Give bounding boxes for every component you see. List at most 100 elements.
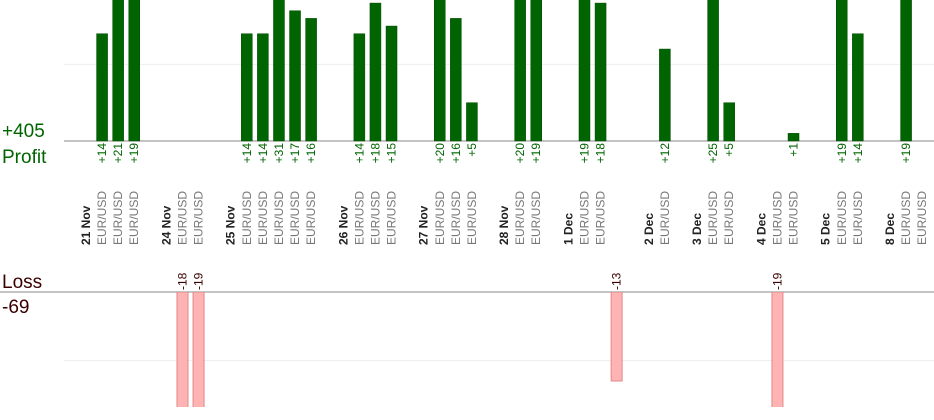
pair-label: EUR/USD [706, 191, 720, 245]
date-label: 25 Nov [224, 205, 238, 245]
profit-bar [369, 2, 382, 142]
pair-label: EUR/USD [95, 191, 109, 245]
pair-label: EUR/USD [851, 191, 865, 245]
loss-bar [176, 292, 189, 407]
profit-bar [257, 33, 269, 142]
pair-label: EUR/USD [594, 191, 608, 245]
pair-label: EUR/USD [192, 191, 206, 245]
value-label: +19 [127, 143, 141, 164]
profit-bar [112, 0, 124, 142]
profit-bar [707, 0, 719, 142]
profit-bar [900, 0, 912, 142]
date-label: 26 Nov [336, 205, 350, 245]
pair-label: EUR/USD [787, 191, 801, 245]
value-label: +19 [835, 143, 849, 164]
pair-label: EUR/USD [352, 191, 366, 245]
pair-label: EUR/USD [722, 191, 736, 245]
pair-label: EUR/USD [111, 191, 125, 245]
value-label: -19 [192, 272, 206, 290]
pair-label: EUR/USD [127, 191, 141, 245]
date-label: 3 Dec [690, 213, 704, 245]
profit-bar [723, 102, 735, 142]
profit-bar [836, 0, 848, 142]
date-label: 4 Dec [754, 213, 768, 245]
pair-label: EUR/USD [465, 191, 479, 245]
value-label: +14 [851, 143, 865, 164]
loss-bar [610, 292, 623, 382]
value-label: +19 [577, 143, 591, 164]
value-label: +20 [513, 143, 527, 164]
date-label: 5 Dec [819, 213, 833, 245]
pair-label: EUR/USD [240, 191, 254, 245]
profit-bar [450, 18, 462, 142]
value-label: -19 [770, 272, 784, 290]
value-label: +20 [433, 143, 447, 164]
date-label: 28 Nov [497, 205, 511, 245]
value-label: +14 [256, 143, 270, 164]
pair-label: EUR/USD [385, 191, 399, 245]
profit-bar [241, 33, 253, 142]
pair-label: EUR/USD [658, 191, 672, 245]
profit-bar [434, 0, 446, 142]
pair-label: EUR/USD [433, 191, 447, 245]
pair-label: EUR/USD [770, 191, 784, 245]
date-label: 8 Dec [883, 213, 897, 245]
pair-label: EUR/USD [577, 191, 591, 245]
profit-bar [514, 0, 526, 142]
value-label: +14 [240, 143, 254, 164]
value-label: +21 [111, 143, 125, 164]
pair-label: EUR/USD [175, 191, 189, 245]
pair-label: EUR/USD [899, 191, 913, 245]
pair-label: EUR/USD [368, 191, 382, 245]
profit-bar [273, 0, 285, 142]
profit-bar [852, 33, 864, 142]
profit-bar [128, 0, 140, 142]
profit-bar [353, 33, 366, 142]
pair-label: EUR/USD [256, 191, 270, 245]
loss-label: Loss [2, 272, 42, 293]
loss-total: -69 [2, 297, 29, 318]
value-label: +19 [529, 143, 543, 164]
value-label: +15 [385, 143, 399, 164]
pair-label: EUR/USD [513, 191, 527, 245]
pair-label: EUR/USD [449, 191, 463, 245]
value-label: -13 [610, 272, 624, 290]
date-label: 2 Dec [642, 213, 656, 245]
value-label: +18 [368, 143, 382, 164]
value-label: +5 [722, 143, 736, 157]
profit-bar [594, 2, 607, 142]
value-label: +19 [899, 143, 913, 164]
value-label: +25 [706, 143, 720, 164]
value-label: -18 [175, 272, 189, 290]
profit-label: Profit [2, 147, 47, 168]
profit-bar [96, 33, 108, 142]
pair-label: EUR/USD [304, 191, 318, 245]
profit-bar [578, 0, 591, 142]
pair-label: EUR/USD [835, 191, 849, 245]
value-label: +5 [465, 143, 479, 157]
value-label: +12 [658, 143, 672, 164]
value-label: +17 [288, 143, 302, 164]
date-label: 24 Nov [159, 205, 173, 245]
profit-bar [289, 10, 301, 142]
date-label: 21 Nov [79, 205, 93, 245]
pair-label: EUR/USD [272, 191, 286, 245]
loss-bar [771, 292, 784, 407]
profit-total: +405 [2, 121, 45, 142]
profit-bar [305, 18, 317, 142]
loss-area [176, 292, 784, 407]
pair-label: EUR/USD [529, 191, 543, 245]
pair-label: EUR/USD [915, 191, 929, 245]
value-label: +1 [787, 143, 801, 157]
profit-bar [530, 0, 542, 142]
profit-bar [385, 25, 398, 142]
value-label: +14 [352, 143, 366, 164]
profit-bar [659, 48, 671, 142]
date-label: 27 Nov [417, 205, 431, 245]
loss-bar [192, 292, 205, 407]
value-label: +18 [594, 143, 608, 164]
profit-bar [787, 133, 800, 142]
date-label: 1 Dec [561, 213, 575, 245]
value-label: +31 [272, 143, 286, 164]
